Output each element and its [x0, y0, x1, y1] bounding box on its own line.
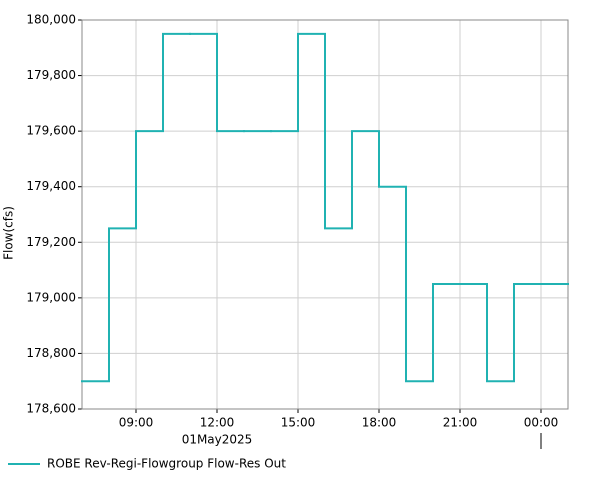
- x-tick-label: 15:00: [281, 416, 316, 430]
- y-tick-label: 179,000: [26, 290, 76, 304]
- y-tick-label: 179,400: [26, 179, 76, 193]
- y-tick-label: 178,800: [26, 346, 76, 360]
- x-tick-label: 21:00: [443, 416, 478, 430]
- y-tick-label: 179,200: [26, 235, 76, 249]
- y-tick-label: 178,600: [26, 402, 76, 416]
- y-axis-label: Flow(cfs): [2, 206, 16, 260]
- y-tick-label: 180,000: [26, 13, 76, 27]
- x-tick-label: 00:00: [524, 416, 559, 430]
- legend-label: ROBE Rev-Regi-Flowgroup Flow-Res Out: [47, 457, 286, 471]
- date-label: 01May2025: [182, 433, 253, 447]
- x-tick-label: 09:00: [119, 416, 154, 430]
- y-tick-label: 179,800: [26, 68, 76, 82]
- x-tick-label: 18:00: [362, 416, 397, 430]
- x-tick-label: 12:00: [200, 416, 235, 430]
- plot-frame: [81, 19, 569, 410]
- y-tick-label: 179,600: [26, 124, 76, 138]
